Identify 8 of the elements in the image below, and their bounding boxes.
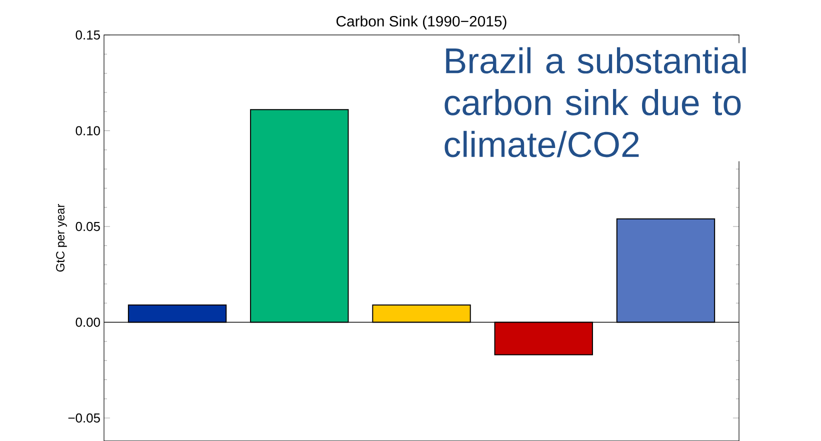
y-tick-label: 0.10 [76, 126, 100, 136]
y-tick-label: 0.00 [76, 318, 100, 327]
y-axis-title: GtC per year [56, 204, 67, 272]
y-tick-label: 0.15 [76, 30, 100, 40]
annotation: Brazil a substantial carbon sink due to climate/CO2 [444, 47, 746, 158]
y-tick-label: 0.05 [76, 222, 100, 232]
chart-title: Carbon Sink (1990−2015) [336, 16, 506, 30]
y-tick-label: −0.05 [68, 413, 100, 423]
